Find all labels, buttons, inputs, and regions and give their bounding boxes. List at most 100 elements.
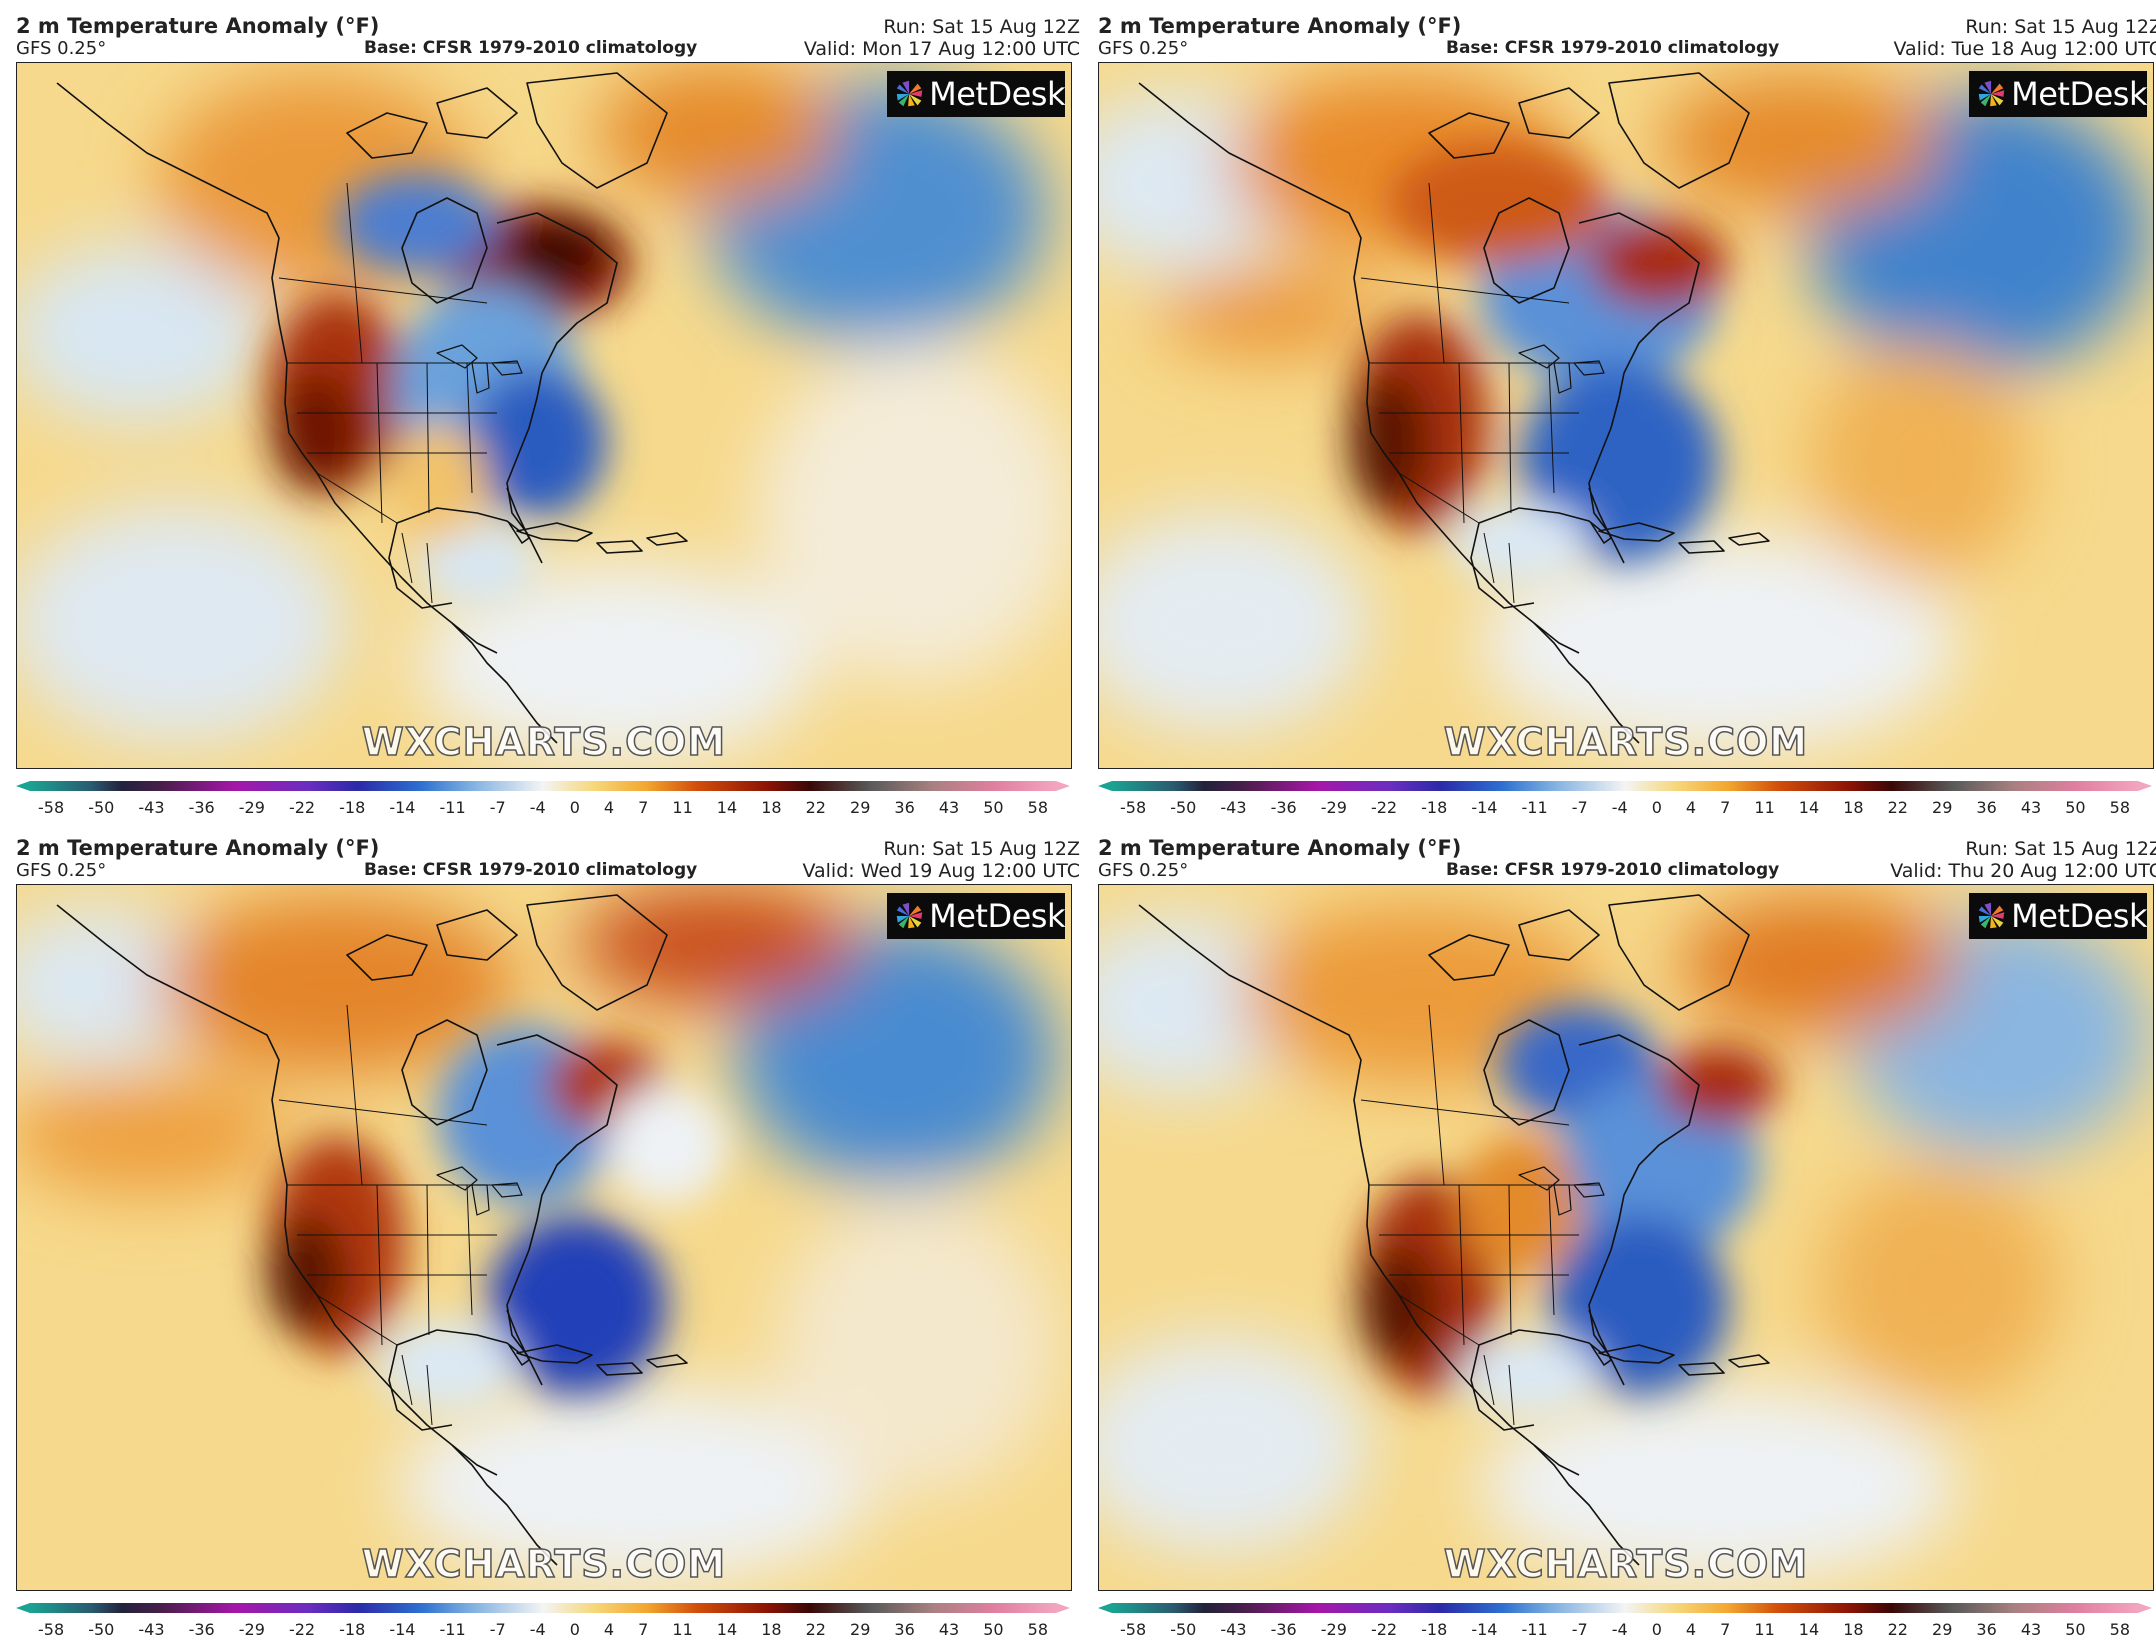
metdesk-logo: MetDesk (1969, 893, 2147, 939)
panel-title: 2 m Temperature Anomaly (°F) (16, 836, 380, 860)
logo-text: MetDesk (929, 897, 1065, 935)
colorbar-tick-label: 18 (1843, 798, 1864, 817)
colorbar-tick-label: 7 (1720, 1620, 1731, 1639)
colorbar-tick-label: -36 (1270, 798, 1297, 817)
anomaly-map: MetDesk WXCHARTS.COM (1098, 62, 2154, 769)
base-label: Base: CFSR 1979-2010 climatology (364, 38, 698, 58)
colorbar-tick-label: 50 (2065, 798, 2086, 817)
colorbar-tick-label: 11 (672, 1620, 693, 1639)
colorbar-tick-label: -14 (389, 798, 416, 817)
anomaly-map: MetDesk WXCHARTS.COM (16, 884, 1072, 1591)
colorbar-tick-label: -4 (1611, 1620, 1628, 1639)
colorbar-tick-label: -29 (1320, 1620, 1347, 1639)
colorbar-tick-label: -29 (1320, 798, 1347, 817)
colorbar-labels: -58 -50 -43 -36 -29 -22 -18 -14 -11 -7 -4 0 4 7 11 14 18… (1120, 798, 2130, 817)
valid-label: Valid: Mon 17 Aug 12:00 UTC (803, 38, 1080, 60)
colorbar-tick-label: 36 (1976, 1620, 1997, 1639)
colorbar-tick-label: 22 (805, 1620, 826, 1639)
colorbar-tick-label: 43 (2020, 798, 2042, 817)
colorbar-tick-label: 29 (1932, 1620, 1953, 1639)
panel-title: 2 m Temperature Anomaly (°F) (1098, 836, 1462, 860)
colorbar-tick-label: -18 (339, 1620, 366, 1639)
colorbar-tick-label: 50 (2065, 1620, 2086, 1639)
colorbar: -58 -50 -43 -36 -29 -22 -18 -14 -11 -7 -4 0 4 7 11 14 18… (16, 778, 1070, 824)
colorbar-tick-label: 14 (1798, 1620, 1820, 1639)
colorbar-tick-label: 0 (569, 1620, 580, 1639)
colorbar-tick-label: -58 (1120, 1620, 1147, 1639)
run-label: Run: Sat 15 Aug 12Z (883, 16, 1080, 38)
colorbar-tick-label: -22 (1370, 1620, 1398, 1639)
colorbar-tick-label: 4 (603, 798, 615, 817)
colorbar-gradient (30, 781, 1056, 791)
colorbar-gradient (1112, 1603, 2138, 1613)
logo-text: MetDesk (2011, 897, 2147, 935)
valid-label: Valid: Tue 18 Aug 12:00 UTC (1893, 38, 2156, 60)
colorbar-tick-label: 11 (1754, 1620, 1775, 1639)
colorbar-tick-label: -58 (38, 1620, 65, 1639)
colorbar-tick-label: -14 (389, 1620, 416, 1639)
colorbar-tick-label: -11 (439, 1620, 466, 1639)
colorbar-tick-label: -58 (1120, 798, 1147, 817)
anomaly-map: MetDesk WXCHARTS.COM (16, 62, 1072, 769)
colorbar-tick-label: -11 (1521, 1620, 1548, 1639)
colorbar-tick-label: 29 (850, 798, 871, 817)
colorbar-min-arrow (16, 1603, 30, 1613)
colorbar-tick-label: -50 (1170, 798, 1197, 817)
colorbar-tick-label: 4 (1685, 798, 1697, 817)
colorbar-tick-label: -14 (1471, 798, 1498, 817)
panel-title: 2 m Temperature Anomaly (°F) (16, 14, 380, 38)
colorbar-tick-label: 58 (1027, 798, 1048, 817)
colorbar-tick-label: 11 (672, 798, 693, 817)
anomaly-map: MetDesk WXCHARTS.COM (1098, 884, 2154, 1591)
colorbar-tick-label: 29 (850, 1620, 871, 1639)
run-label: Run: Sat 15 Aug 12Z (1965, 16, 2156, 38)
colorbar-tick-label: -18 (1421, 1620, 1448, 1639)
metdesk-logo: MetDesk (887, 893, 1065, 939)
colorbar-tick-label: 58 (2109, 798, 2130, 817)
metdesk-logo-icon (1978, 902, 2005, 929)
colorbar-tick-label: 0 (569, 798, 580, 817)
metdesk-logo: MetDesk (887, 71, 1065, 117)
colorbar-max-arrow (1056, 781, 1070, 791)
colorbar-tick-label: 22 (1887, 798, 1908, 817)
colorbar-tick-label: -14 (1471, 1620, 1498, 1639)
colorbar-labels: -58 -50 -43 -36 -29 -22 -18 -14 -11 -7 -4 0 4 7 11 14 18… (38, 1620, 1048, 1639)
run-label: Run: Sat 15 Aug 12Z (1965, 838, 2156, 860)
colorbar-tick-label: 36 (894, 798, 915, 817)
map-panel: 2 m Temperature Anomaly (°F) GFS 0.25° B… (1094, 830, 2156, 1650)
colorbar: -58 -50 -43 -36 -29 -22 -18 -14 -11 -7 -4 0 4 7 11 14 18… (1098, 778, 2152, 824)
colorbar-tick-label: 18 (761, 798, 782, 817)
colorbar-tick-label: -7 (1571, 798, 1588, 817)
valid-label: Valid: Wed 19 Aug 12:00 UTC (802, 860, 1080, 882)
colorbar-tick-label: -18 (1421, 798, 1448, 817)
colorbar-tick-label: -29 (238, 1620, 265, 1639)
colorbar-tick-label: -11 (439, 798, 466, 817)
colorbar-min-arrow (1098, 781, 1112, 791)
colorbar-gradient (1112, 781, 2138, 791)
colorbar-tick-label: 22 (805, 798, 826, 817)
colorbar-tick-label: 43 (2020, 1620, 2042, 1639)
colorbar-tick-label: -18 (339, 798, 366, 817)
wxcharts-watermark: WXCHARTS.COM (361, 719, 727, 765)
valid-label: Valid: Thu 20 Aug 12:00 UTC (1890, 860, 2156, 882)
map-graphic (1099, 63, 2153, 768)
base-label: Base: CFSR 1979-2010 climatology (1446, 38, 1780, 58)
panel-title: 2 m Temperature Anomaly (°F) (1098, 14, 1462, 38)
colorbar-tick-label: -36 (1270, 1620, 1297, 1639)
colorbar-tick-label: -43 (1220, 798, 1247, 817)
model-label: GFS 0.25° (1098, 860, 1189, 881)
colorbar-tick-label: -43 (1220, 1620, 1247, 1639)
colorbar-tick-label: -7 (489, 1620, 506, 1639)
colorbar-tick-label: -11 (1521, 798, 1548, 817)
colorbar-tick-label: 0 (1651, 798, 1662, 817)
colorbar-tick-label: 43 (938, 798, 960, 817)
metdesk-logo-icon (896, 80, 923, 107)
base-label: Base: CFSR 1979-2010 climatology (1446, 860, 1780, 880)
map-graphic (17, 885, 1071, 1590)
colorbar-tick-label: 58 (1027, 1620, 1048, 1639)
colorbar-tick-label: 36 (1976, 798, 1997, 817)
wxcharts-watermark: WXCHARTS.COM (1443, 719, 1809, 765)
colorbar-tick-label: -43 (138, 798, 165, 817)
logo-text: MetDesk (929, 75, 1065, 113)
map-panel: 2 m Temperature Anomaly (°F) GFS 0.25° B… (12, 8, 1082, 828)
